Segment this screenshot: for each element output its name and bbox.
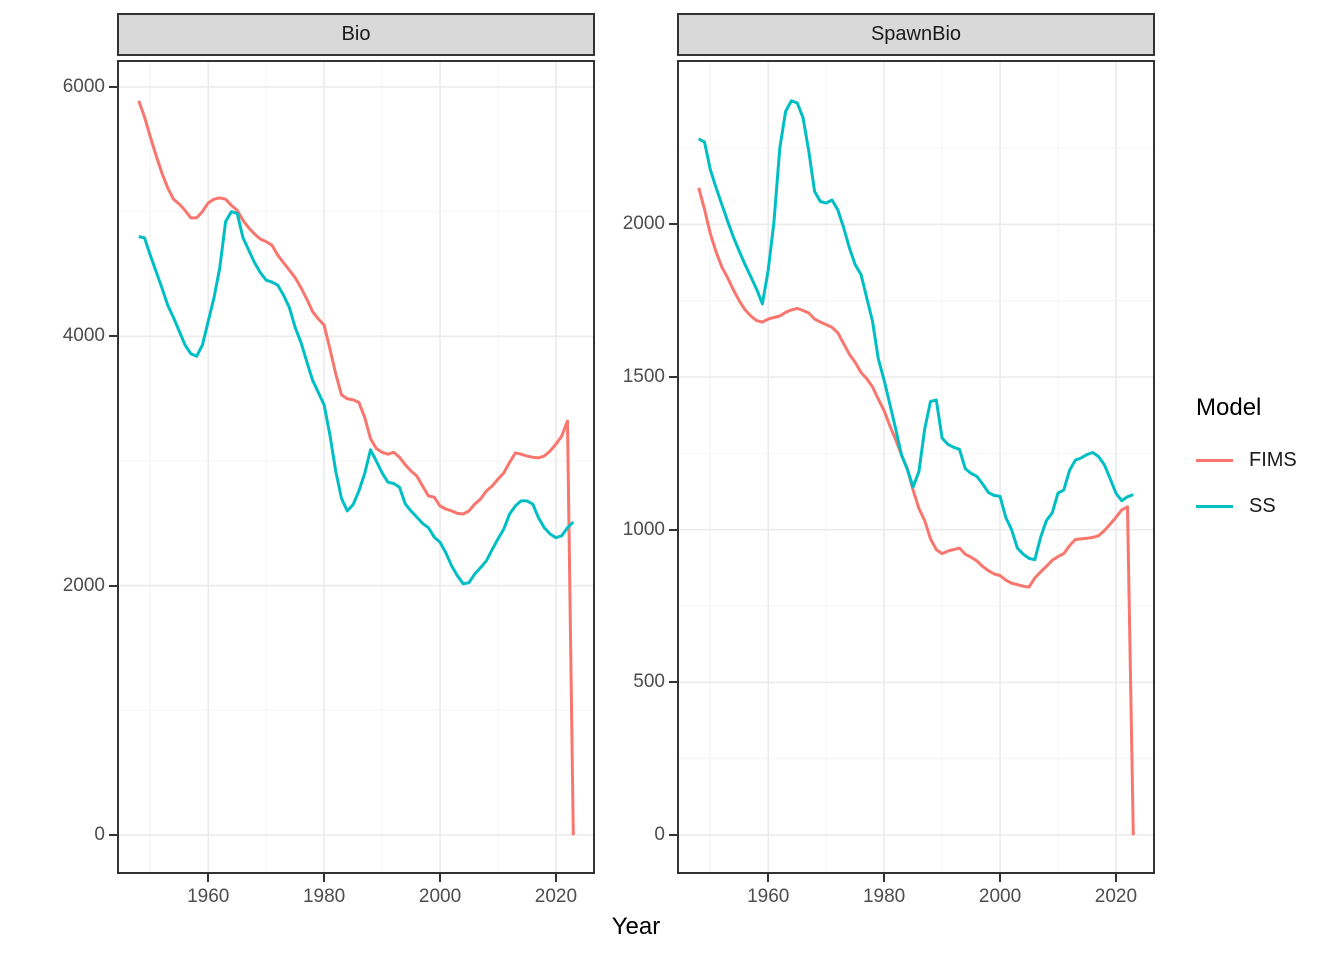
y-tick-mark xyxy=(109,335,117,338)
series-line-fims xyxy=(137,100,575,836)
fims-line-swatch xyxy=(1196,458,1233,462)
x-tick-label: 2000 xyxy=(978,886,1022,907)
y-tick-label: 1000 xyxy=(622,518,665,540)
y-tick-mark xyxy=(669,681,677,684)
x-tick-label: 2020 xyxy=(534,886,578,907)
facet-strip-bio-label: Bio xyxy=(341,23,371,45)
legend-label-fims: FIMS xyxy=(1249,448,1297,471)
plot-area-bio xyxy=(119,62,593,872)
facet-strip-spawnbio: SpawnBio xyxy=(677,13,1155,56)
y-tick-mark xyxy=(109,834,117,837)
legend-entry-ss: SS xyxy=(1196,494,1336,518)
plot-area-spawnbio xyxy=(679,62,1153,872)
legend-label-ss: SS xyxy=(1249,494,1276,517)
x-tick-label: 1980 xyxy=(302,886,346,907)
legend: Model FIMS SS xyxy=(1196,394,1336,540)
legend-title: Model xyxy=(1196,394,1262,421)
y-tick-label: 1500 xyxy=(622,366,665,388)
y-tick-mark xyxy=(669,834,677,837)
facet-strip-bio: Bio xyxy=(117,13,595,56)
x-tick-label: 1960 xyxy=(747,886,790,907)
x-tick-mark xyxy=(554,874,557,882)
ss-line-swatch xyxy=(1196,504,1233,508)
y-tick-label: 0 xyxy=(654,824,665,846)
plot-panel-spawnbio xyxy=(677,60,1155,874)
y-tick-label: 6000 xyxy=(62,75,105,97)
x-tick-mark xyxy=(883,874,886,882)
x-tick-label: 1980 xyxy=(862,886,906,907)
y-tick-mark xyxy=(109,584,117,587)
y-tick-mark xyxy=(669,528,677,531)
series-line-ss xyxy=(138,210,575,586)
x-tick-mark xyxy=(323,874,326,882)
y-tick-mark xyxy=(669,223,677,226)
y-tick-label: 2000 xyxy=(62,574,105,596)
series-line-ss xyxy=(697,99,1134,562)
x-tick-label: 2000 xyxy=(418,886,462,907)
y-tick-label: 0 xyxy=(94,824,105,846)
x-axis-title: Year xyxy=(611,913,661,940)
series-line-fims xyxy=(697,187,1135,836)
x-tick-mark xyxy=(767,874,770,882)
x-tick-mark xyxy=(1114,874,1117,882)
x-tick-mark xyxy=(439,874,442,882)
y-tick-mark xyxy=(669,376,677,379)
y-tick-label: 4000 xyxy=(62,325,105,347)
y-tick-label: 500 xyxy=(633,671,665,693)
facet-strip-spawnbio-label: SpawnBio xyxy=(870,23,962,45)
y-tick-label: 2000 xyxy=(622,213,665,235)
legend-entry-fims: FIMS xyxy=(1196,448,1336,472)
x-tick-label: 1960 xyxy=(187,886,230,907)
x-tick-mark xyxy=(207,874,210,882)
plot-panel-bio xyxy=(117,60,595,874)
x-tick-label: 2020 xyxy=(1094,886,1138,907)
x-tick-mark xyxy=(999,874,1002,882)
y-tick-mark xyxy=(109,85,117,88)
